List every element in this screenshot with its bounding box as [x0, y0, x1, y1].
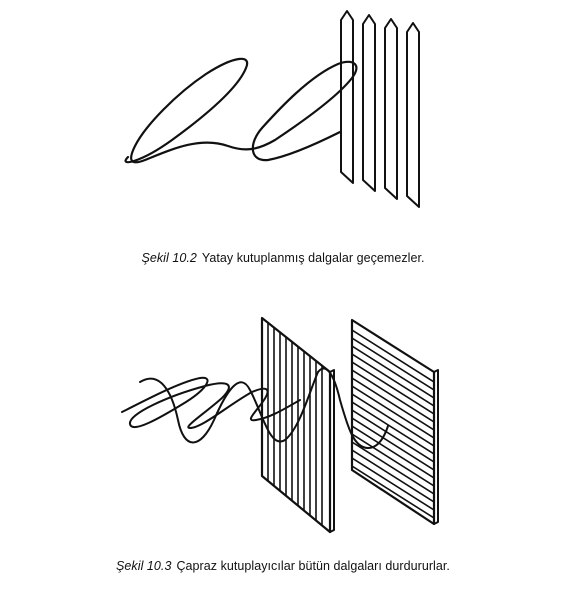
figure-caption-text: Çapraz kutuplayıcılar bütün dalgaları du… — [176, 559, 450, 573]
figure-10-2-drawing — [124, 10, 420, 208]
caption-figure-10-3: Şekil 10.3 Çapraz kutuplayıcılar bütün da… — [0, 559, 566, 573]
figure-caption-text: Yatay kutuplanmış dalgalar geçemezler. — [201, 251, 425, 265]
horizontal-wave — [124, 57, 358, 164]
unpolarized-wave — [121, 367, 389, 449]
figure-10-3 — [0, 300, 566, 545]
horizontal-polarizer — [350, 318, 439, 526]
figure-label: Şekil 10.3 — [116, 559, 172, 573]
caption-figure-10-2: Şekil 10.2 Yatay kutuplanmış dalgalar geç… — [0, 251, 566, 265]
vertical-slats — [340, 10, 420, 208]
figure-10-3-drawing — [121, 316, 439, 534]
figure-label: Şekil 10.2 — [141, 251, 197, 265]
figure-10-2 — [0, 0, 566, 230]
